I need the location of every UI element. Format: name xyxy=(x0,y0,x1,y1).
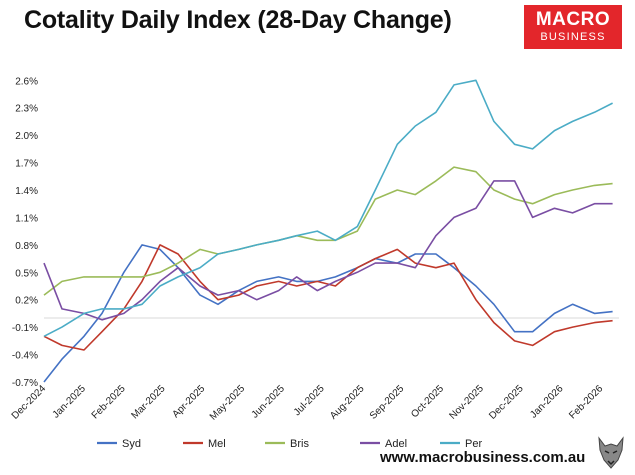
legend-label: Adel xyxy=(385,438,407,450)
footer-url: www.macrobusiness.com.au xyxy=(380,449,586,466)
y-tick-label: 0.2% xyxy=(15,296,38,307)
x-tick-label: Sep-2025 xyxy=(368,383,407,422)
series-line-mel xyxy=(43,244,613,351)
series-line-bris xyxy=(43,166,613,296)
legend-item-syd: Syd xyxy=(97,438,141,450)
legend-item-bris: Bris xyxy=(265,438,309,450)
x-tick-label: May-2025 xyxy=(208,383,248,423)
logo-text-bottom: BUSINESS xyxy=(540,31,606,43)
x-tick-label: Dec-2025 xyxy=(487,383,526,422)
series-line-syd xyxy=(43,244,613,383)
logo-text-top: MACRO xyxy=(535,9,611,30)
legend-item-per: Per xyxy=(440,438,482,450)
series-line-adel xyxy=(43,180,613,321)
y-tick-label: 2.3% xyxy=(15,104,38,115)
legend-item-mel: Mel xyxy=(183,438,226,450)
x-tick-label: Jan-2025 xyxy=(51,383,89,421)
y-tick-label: -0.7% xyxy=(12,378,38,389)
legend-label: Mel xyxy=(208,438,226,450)
wolf-icon xyxy=(598,436,624,469)
y-tick-label: 1.4% xyxy=(15,186,38,197)
chart-title: Cotality Daily Index (28-Day Change) xyxy=(24,6,452,34)
y-tick-label: 0.5% xyxy=(15,268,38,279)
y-tick-label: 2.0% xyxy=(15,131,38,142)
x-tick-label: Feb-2026 xyxy=(567,383,605,421)
y-tick-label: 0.8% xyxy=(15,241,38,252)
plot-area xyxy=(44,60,623,382)
legend-label: Per xyxy=(465,438,482,450)
x-tick-label: Apr-2025 xyxy=(170,383,207,420)
macro-business-logo: MACRO BUSINESS xyxy=(524,5,622,49)
y-tick-label: -0.1% xyxy=(12,323,38,334)
y-tick-label: -0.4% xyxy=(12,351,38,362)
y-tick-label: 1.1% xyxy=(15,213,38,224)
legend-item-adel: Adel xyxy=(360,438,407,450)
y-tick-label: 1.7% xyxy=(15,159,38,170)
x-tick-label: Oct-2025 xyxy=(409,383,446,420)
x-tick-label: Mar-2025 xyxy=(129,383,167,421)
legend-label: Bris xyxy=(290,438,309,450)
x-tick-label: Jun-2025 xyxy=(250,383,288,421)
x-tick-label: Feb-2025 xyxy=(90,383,128,421)
x-tick-label: Jul-2025 xyxy=(292,383,327,418)
x-tick-label: Nov-2025 xyxy=(447,383,486,422)
y-tick-label: 2.6% xyxy=(15,76,38,87)
series-line-per xyxy=(43,79,613,338)
x-tick-label: Jan-2026 xyxy=(528,383,566,421)
legend-label: Syd xyxy=(122,438,141,450)
x-tick-label: Aug-2025 xyxy=(328,383,367,422)
